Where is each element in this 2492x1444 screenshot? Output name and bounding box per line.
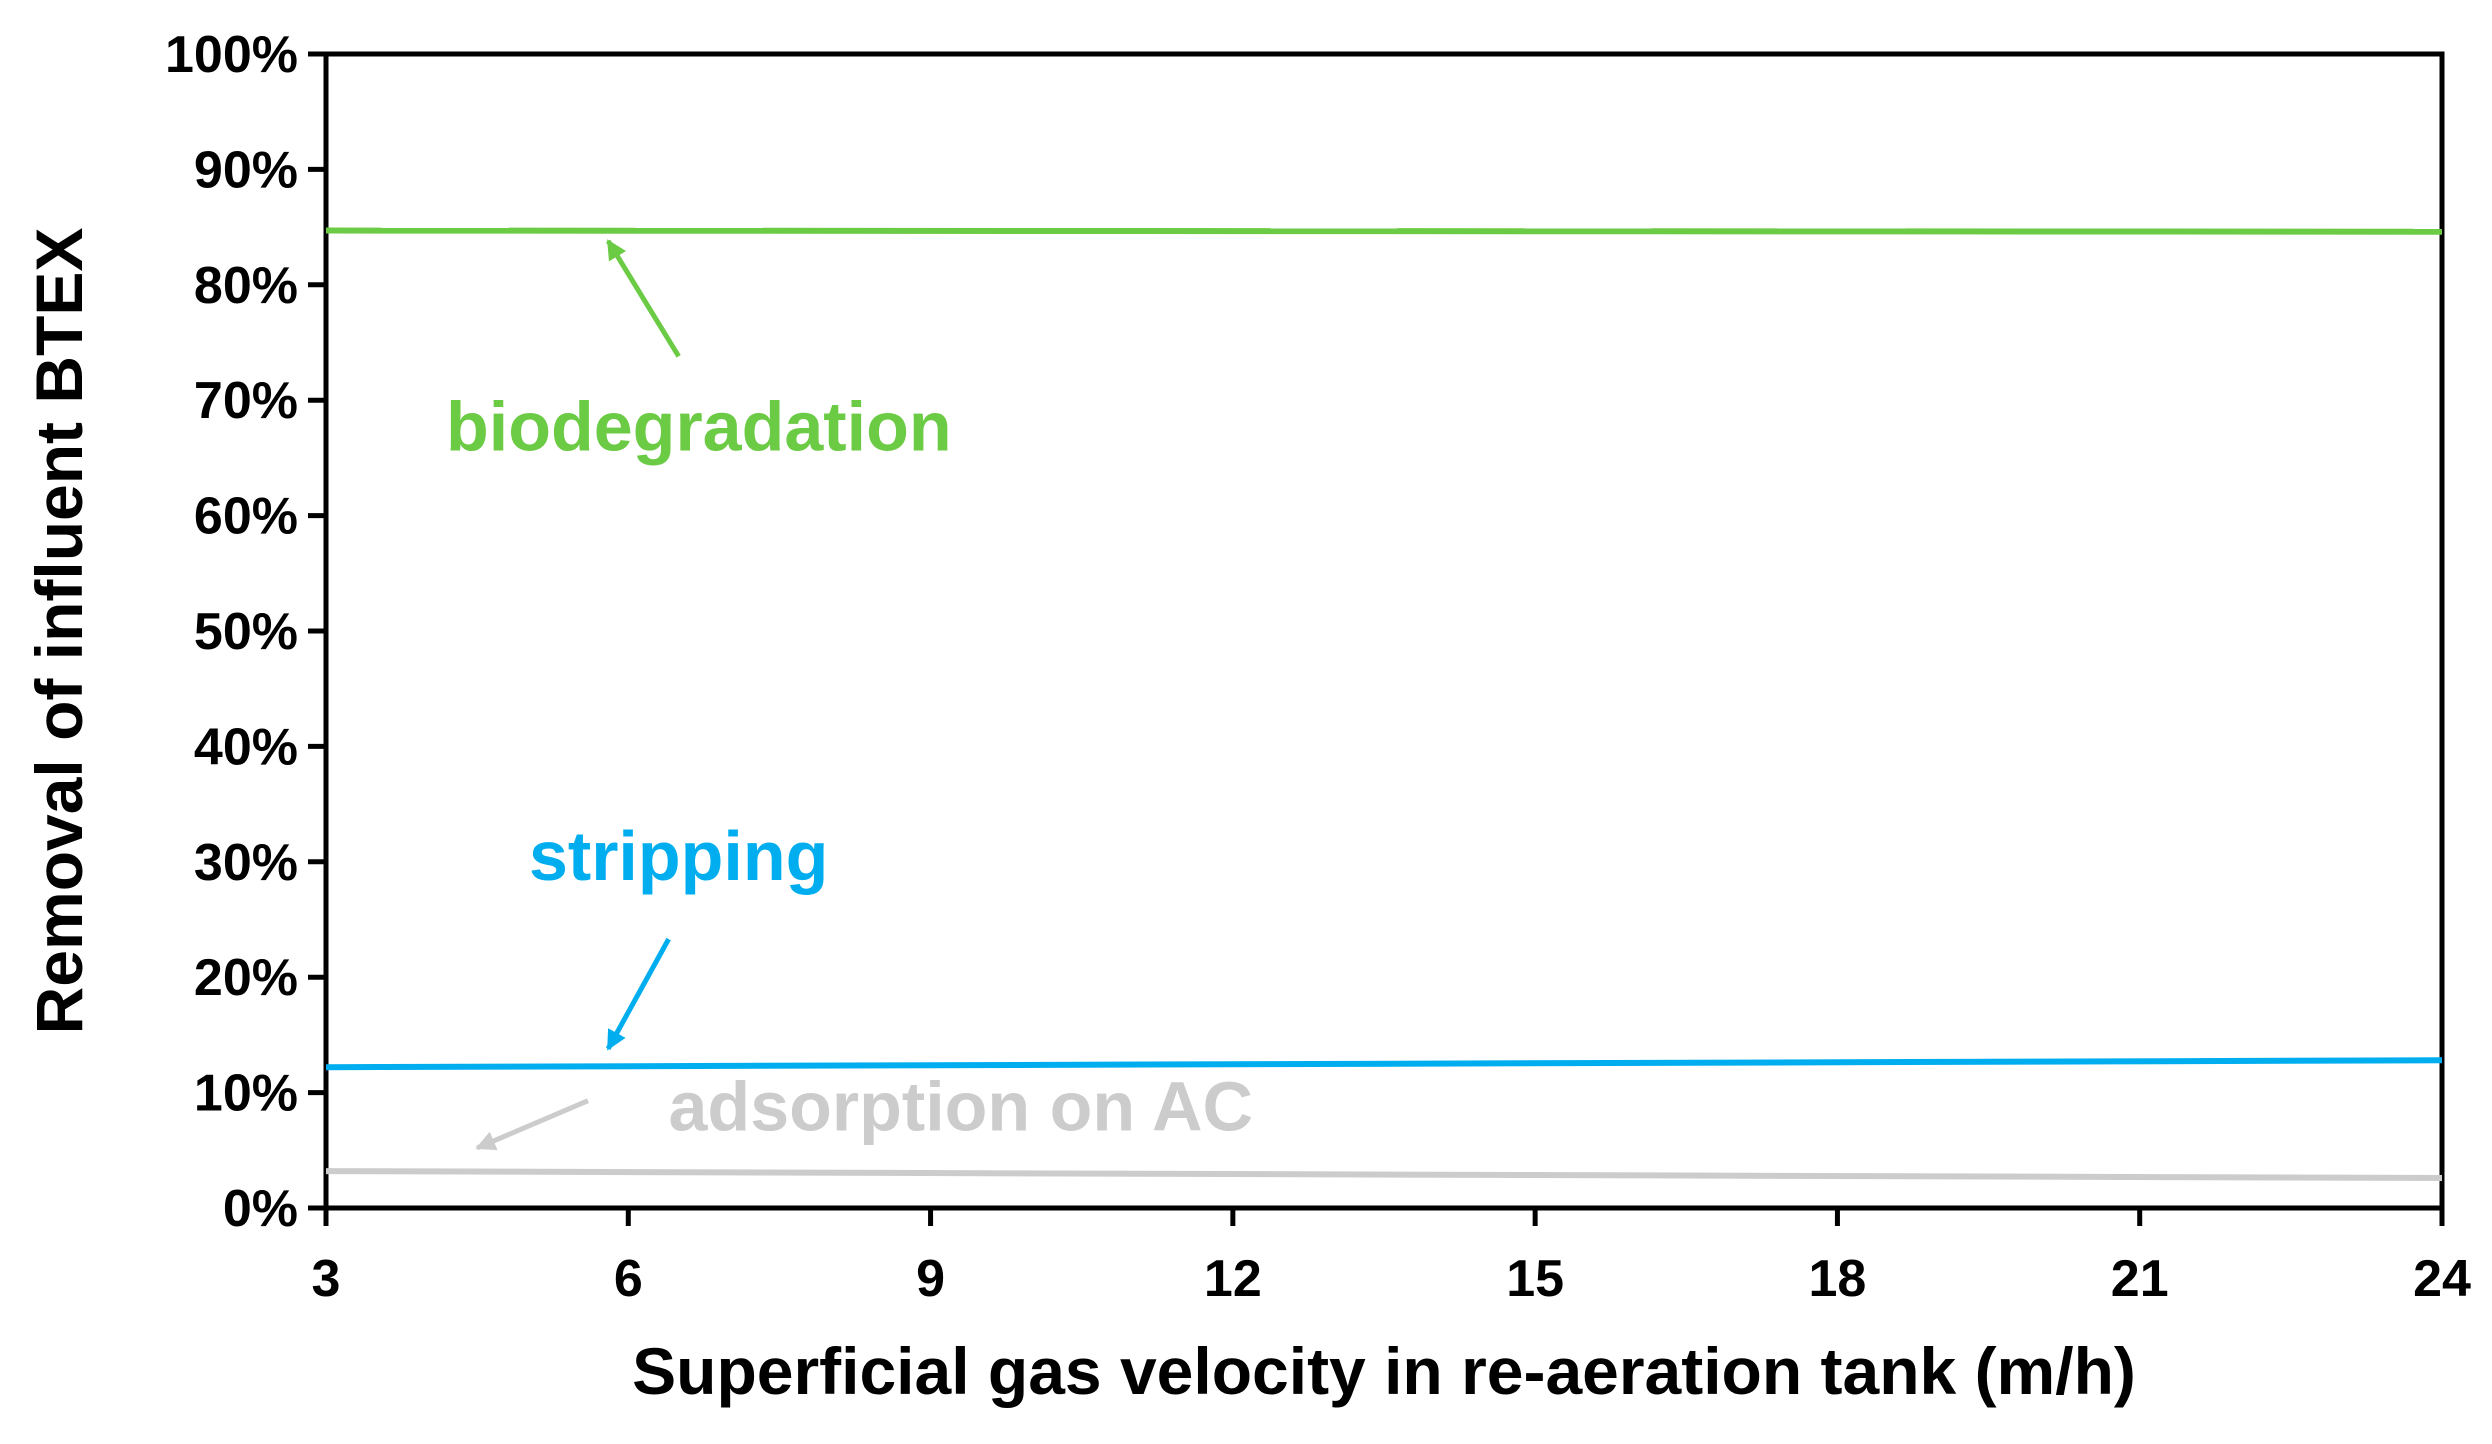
series-line-biodegradation [325, 227, 2443, 235]
y-tick-label-20: 20% [194, 949, 298, 1007]
series-lines [325, 227, 2443, 1181]
y-tick-label-80: 80% [194, 257, 298, 315]
y-tick-label-60: 60% [194, 488, 298, 546]
series-line-stripping [325, 1057, 2443, 1071]
annotation-arrow-biodegradation [606, 239, 681, 358]
y-tick-label-40: 40% [194, 718, 298, 776]
annotation-label-adsorption-on-ac: adsorption on AC [669, 1067, 1254, 1145]
x-tick-label-18: 18 [1809, 1250, 1867, 1308]
x-tick-label-9: 9 [916, 1250, 945, 1308]
annotation-label-stripping: stripping [529, 817, 828, 895]
series-line-adsorption-on-ac [325, 1168, 2443, 1181]
x-tick-label-15: 15 [1506, 1250, 1564, 1308]
y-axis-title: Removal of influent BTEX [22, 228, 96, 1035]
y-tick-label-0: 0% [223, 1180, 298, 1238]
annotation-label-biodegradation: biodegradation [446, 388, 952, 466]
x-tick-label-24: 24 [2413, 1250, 2471, 1308]
series-annotations: biodegradation stripping adsorption on AC [446, 239, 1254, 1151]
y-axis-ticks: 0% 10% 20% 30% 40% 50% 60% 70% 80% 90% 100% [165, 26, 326, 1238]
y-tick-label-90: 90% [194, 141, 298, 199]
plot-area-frame [323, 51, 2445, 1211]
x-tick-label-21: 21 [2111, 1250, 2169, 1308]
annotation-arrow-stripping [605, 937, 671, 1051]
annotation-arrow-adsorption-on-ac [475, 1098, 589, 1151]
y-tick-label-30: 30% [194, 834, 298, 892]
y-tick-label-10: 10% [194, 1065, 298, 1123]
y-tick-label-70: 70% [194, 372, 298, 430]
x-tick-label-12: 12 [1204, 1250, 1262, 1308]
x-axis-title: Superficial gas velocity in re-aeration … [632, 1334, 2136, 1408]
y-tick-label-50: 50% [194, 603, 298, 661]
x-tick-label-3: 3 [312, 1250, 341, 1308]
x-tick-label-6: 6 [614, 1250, 643, 1308]
y-tick-label-100: 100% [165, 26, 298, 84]
x-axis-ticks: 3 6 9 12 15 18 21 24 [312, 1208, 2471, 1308]
